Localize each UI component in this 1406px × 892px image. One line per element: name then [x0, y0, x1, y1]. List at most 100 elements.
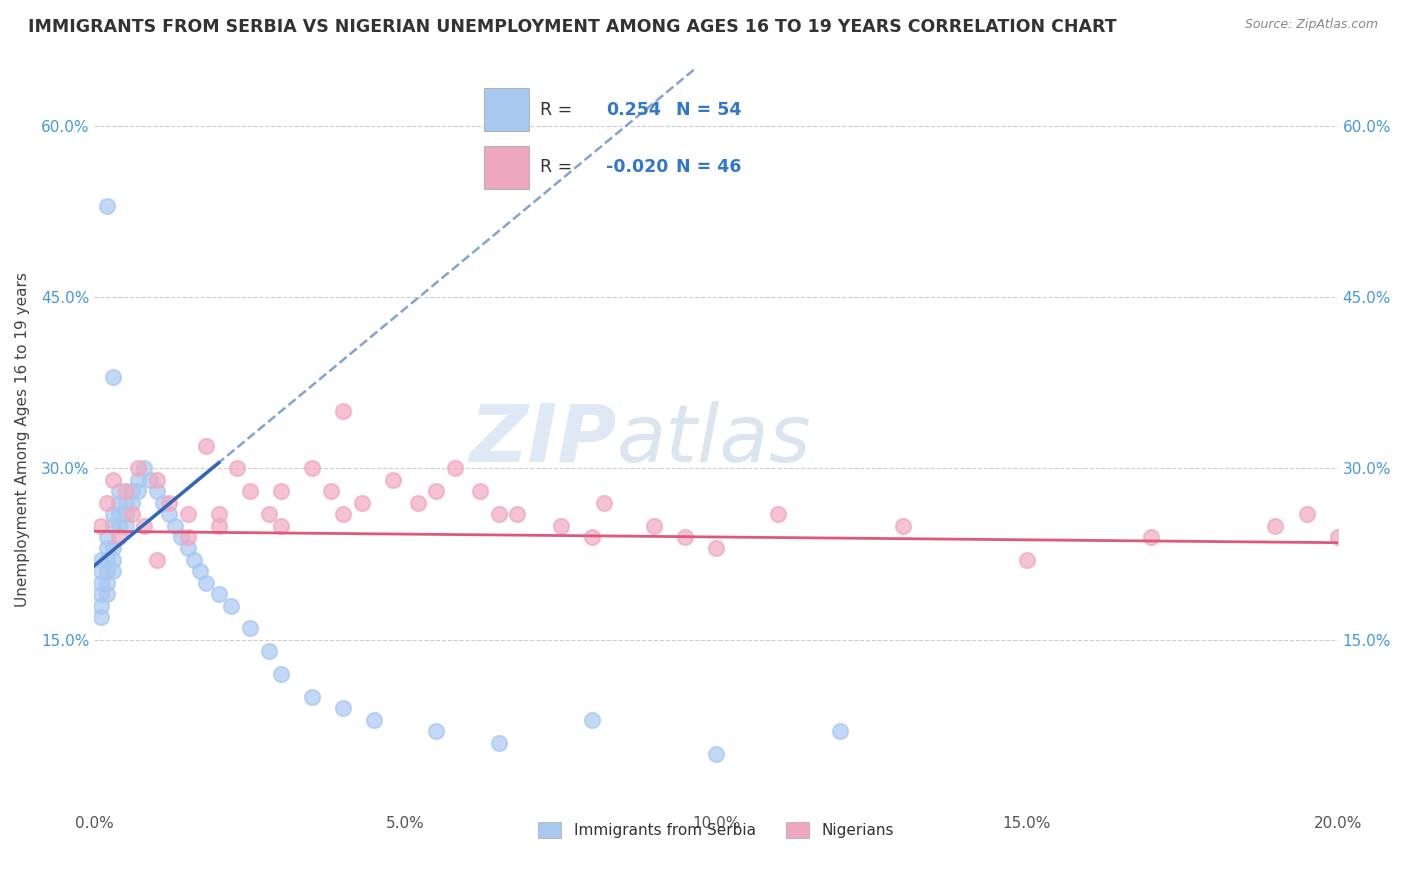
- Point: [101, 564, 124, 578]
- Point: [506, 507, 529, 521]
- Point: [593, 496, 616, 510]
- Point: [96, 587, 118, 601]
- Point: [96, 541, 118, 556]
- Point: [157, 496, 180, 510]
- Point: [830, 724, 852, 739]
- Point: [581, 530, 603, 544]
- Point: [188, 564, 211, 578]
- Point: [108, 496, 131, 510]
- Point: [177, 507, 200, 521]
- Point: [96, 496, 118, 510]
- Point: [90, 575, 112, 590]
- Point: [90, 587, 112, 601]
- Point: [101, 553, 124, 567]
- Point: [145, 553, 167, 567]
- Point: [101, 473, 124, 487]
- Point: [673, 530, 696, 544]
- Point: [108, 518, 131, 533]
- Point: [114, 518, 136, 533]
- Point: [127, 473, 149, 487]
- Point: [101, 370, 124, 384]
- Point: [90, 610, 112, 624]
- Point: [177, 541, 200, 556]
- Point: [121, 496, 143, 510]
- Point: [101, 541, 124, 556]
- Point: [90, 553, 112, 567]
- Point: [219, 599, 242, 613]
- Point: [145, 473, 167, 487]
- Point: [468, 484, 491, 499]
- Point: [208, 507, 231, 521]
- Point: [239, 621, 262, 635]
- Point: [157, 507, 180, 521]
- Point: [96, 575, 118, 590]
- Point: [270, 667, 292, 681]
- Point: [121, 507, 143, 521]
- Point: [891, 518, 914, 533]
- Point: [208, 518, 231, 533]
- Point: [139, 473, 162, 487]
- Point: [444, 461, 467, 475]
- Point: [134, 461, 156, 475]
- Point: [270, 518, 292, 533]
- Point: [152, 496, 174, 510]
- Point: [108, 530, 131, 544]
- Point: [1140, 530, 1163, 544]
- Point: [108, 484, 131, 499]
- Point: [488, 736, 510, 750]
- Point: [425, 724, 447, 739]
- Point: [319, 484, 342, 499]
- Point: [350, 496, 373, 510]
- Point: [257, 644, 280, 658]
- Point: [226, 461, 249, 475]
- Text: ZIP: ZIP: [470, 401, 617, 479]
- Text: IMMIGRANTS FROM SERBIA VS NIGERIAN UNEMPLOYMENT AMONG AGES 16 TO 19 YEARS CORREL: IMMIGRANTS FROM SERBIA VS NIGERIAN UNEMP…: [28, 18, 1116, 36]
- Point: [208, 587, 231, 601]
- Point: [108, 507, 131, 521]
- Point: [332, 701, 354, 715]
- Point: [1264, 518, 1286, 533]
- Text: Source: ZipAtlas.com: Source: ZipAtlas.com: [1244, 18, 1378, 31]
- Point: [1015, 553, 1038, 567]
- Point: [406, 496, 429, 510]
- Point: [101, 518, 124, 533]
- Point: [96, 553, 118, 567]
- Point: [121, 484, 143, 499]
- Point: [114, 484, 136, 499]
- Point: [134, 518, 156, 533]
- Point: [96, 199, 118, 213]
- Point: [114, 507, 136, 521]
- Point: [704, 747, 727, 761]
- Point: [90, 518, 112, 533]
- Point: [239, 484, 262, 499]
- Point: [1326, 530, 1348, 544]
- Point: [363, 713, 385, 727]
- Point: [127, 461, 149, 475]
- Point: [301, 690, 323, 704]
- Point: [96, 530, 118, 544]
- Point: [257, 507, 280, 521]
- Point: [425, 484, 447, 499]
- Point: [170, 530, 193, 544]
- Point: [195, 439, 218, 453]
- Point: [165, 518, 187, 533]
- Text: atlas: atlas: [617, 401, 811, 479]
- Point: [332, 507, 354, 521]
- Point: [177, 530, 200, 544]
- Point: [381, 473, 404, 487]
- Point: [101, 507, 124, 521]
- Point: [183, 553, 205, 567]
- Point: [127, 484, 149, 499]
- Point: [195, 575, 218, 590]
- Y-axis label: Unemployment Among Ages 16 to 19 years: Unemployment Among Ages 16 to 19 years: [15, 272, 30, 607]
- Point: [114, 496, 136, 510]
- Legend: Immigrants from Serbia, Nigerians: Immigrants from Serbia, Nigerians: [533, 816, 900, 845]
- Point: [704, 541, 727, 556]
- Point: [550, 518, 572, 533]
- Point: [332, 404, 354, 418]
- Point: [766, 507, 789, 521]
- Point: [581, 713, 603, 727]
- Point: [301, 461, 323, 475]
- Point: [145, 484, 167, 499]
- Point: [1295, 507, 1317, 521]
